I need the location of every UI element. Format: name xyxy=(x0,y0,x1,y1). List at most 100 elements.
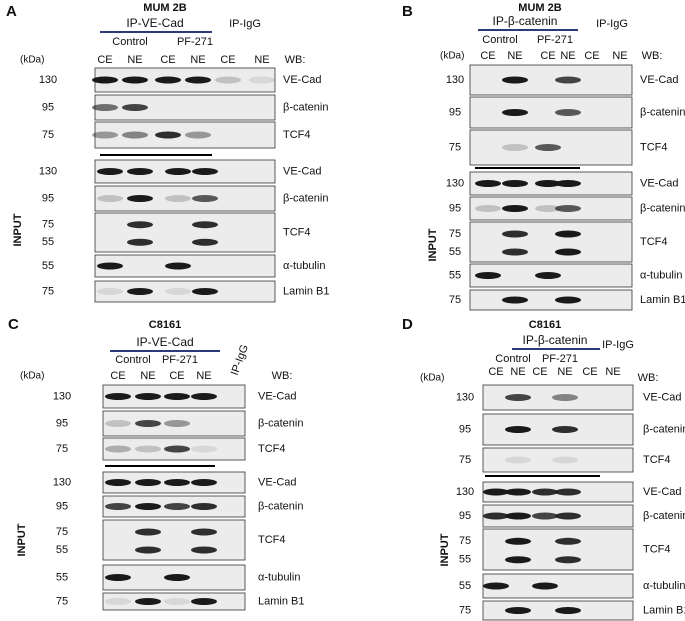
lane-label: NE xyxy=(510,366,525,378)
band xyxy=(127,238,153,246)
kda-marker: 75 xyxy=(449,294,461,306)
kda-marker: 130 xyxy=(39,74,57,86)
kda-marker: 75 xyxy=(449,141,461,153)
band xyxy=(97,288,123,295)
band xyxy=(135,546,161,554)
blot-label: β-catenin xyxy=(283,101,328,113)
blot-label: α-tubulin xyxy=(283,260,325,272)
band xyxy=(191,479,217,486)
band xyxy=(502,180,528,187)
blot-label: β-catenin xyxy=(640,202,685,214)
band xyxy=(191,393,217,400)
kda-marker: 55 xyxy=(459,580,471,592)
band xyxy=(122,76,148,84)
band xyxy=(164,598,190,605)
blot-label: TCF4 xyxy=(640,236,668,248)
band xyxy=(555,607,581,614)
blot xyxy=(469,96,633,129)
band xyxy=(164,420,190,427)
band xyxy=(555,296,581,304)
input-label: INPUT xyxy=(12,213,24,246)
band xyxy=(191,598,217,605)
band xyxy=(135,393,161,400)
band xyxy=(505,426,531,433)
band xyxy=(483,488,509,496)
band xyxy=(215,76,241,84)
lane-label: NE xyxy=(605,366,620,378)
cell-line: C8161 xyxy=(529,319,561,331)
band xyxy=(105,445,131,453)
blot-label: TCF4 xyxy=(283,226,311,238)
condition: Control xyxy=(115,354,150,366)
kda-marker: 130 xyxy=(446,177,464,189)
lane-label: CE xyxy=(97,54,112,66)
ip-label: IP-VE-Cad xyxy=(126,16,183,30)
kda-marker: 55 xyxy=(42,260,54,272)
band xyxy=(165,262,191,270)
cell-line: MUM 2B xyxy=(143,2,186,14)
blot-label: TCF4 xyxy=(258,443,286,455)
wb-label: WB: xyxy=(638,372,659,384)
kda-marker: 130 xyxy=(53,476,71,488)
kda-marker: 55 xyxy=(449,269,461,281)
band xyxy=(532,582,558,590)
kda-marker: 75 xyxy=(459,604,471,616)
blot-label: β-catenin xyxy=(258,417,303,429)
blot-label: TCF4 xyxy=(643,454,671,466)
panel-letter: B xyxy=(402,3,413,20)
band xyxy=(92,76,118,84)
condition: PF-271 xyxy=(162,354,198,366)
kda-marker: 130 xyxy=(456,486,474,498)
kda-marker: 75 xyxy=(449,228,461,240)
blot-label: Lamin B1 xyxy=(283,285,329,297)
band xyxy=(475,272,501,279)
band xyxy=(249,76,275,84)
band xyxy=(475,180,501,187)
band xyxy=(535,144,561,151)
band xyxy=(105,393,131,400)
blot xyxy=(469,64,633,96)
lane-label: NE xyxy=(254,54,269,66)
band xyxy=(555,109,581,116)
wb-label: WB: xyxy=(642,50,663,62)
kda-marker: 55 xyxy=(449,246,461,258)
band xyxy=(535,180,561,187)
band xyxy=(97,195,123,202)
band xyxy=(105,574,131,581)
blot-label: β-catenin xyxy=(643,510,685,522)
lane-label: NE xyxy=(190,54,205,66)
blot-label: TCF4 xyxy=(258,534,286,546)
band xyxy=(135,445,161,453)
band xyxy=(502,248,528,256)
blot-label: VE-Cad xyxy=(643,486,682,498)
kda-marker: 75 xyxy=(42,129,54,141)
blot-label: VE-Cad xyxy=(283,74,322,86)
band xyxy=(155,76,181,84)
band xyxy=(164,479,190,486)
kda-marker: 75 xyxy=(56,526,68,538)
blot-label: VE-Cad xyxy=(643,391,682,403)
lane-label: NE xyxy=(560,50,575,62)
blot-label: TCF4 xyxy=(643,543,671,555)
blot-label: β-catenin xyxy=(640,106,685,118)
band xyxy=(502,144,528,151)
blot xyxy=(469,221,633,263)
band xyxy=(92,104,118,111)
band xyxy=(532,488,558,496)
input-label: INPUT xyxy=(16,523,28,556)
band xyxy=(165,168,191,175)
blot-label: α-tubulin xyxy=(643,580,685,592)
band xyxy=(191,503,217,510)
band xyxy=(555,248,581,256)
band xyxy=(532,512,558,520)
kda-marker: 95 xyxy=(42,101,54,113)
band xyxy=(505,512,531,520)
blot-label: β-catenin xyxy=(283,192,328,204)
kda-marker: 95 xyxy=(459,510,471,522)
blot-label: VE-Cad xyxy=(258,390,297,402)
control-ip: IP-IgG xyxy=(229,343,251,377)
band xyxy=(552,426,578,433)
blot-label: β-catenin xyxy=(643,423,685,435)
kda-marker: 95 xyxy=(459,423,471,435)
